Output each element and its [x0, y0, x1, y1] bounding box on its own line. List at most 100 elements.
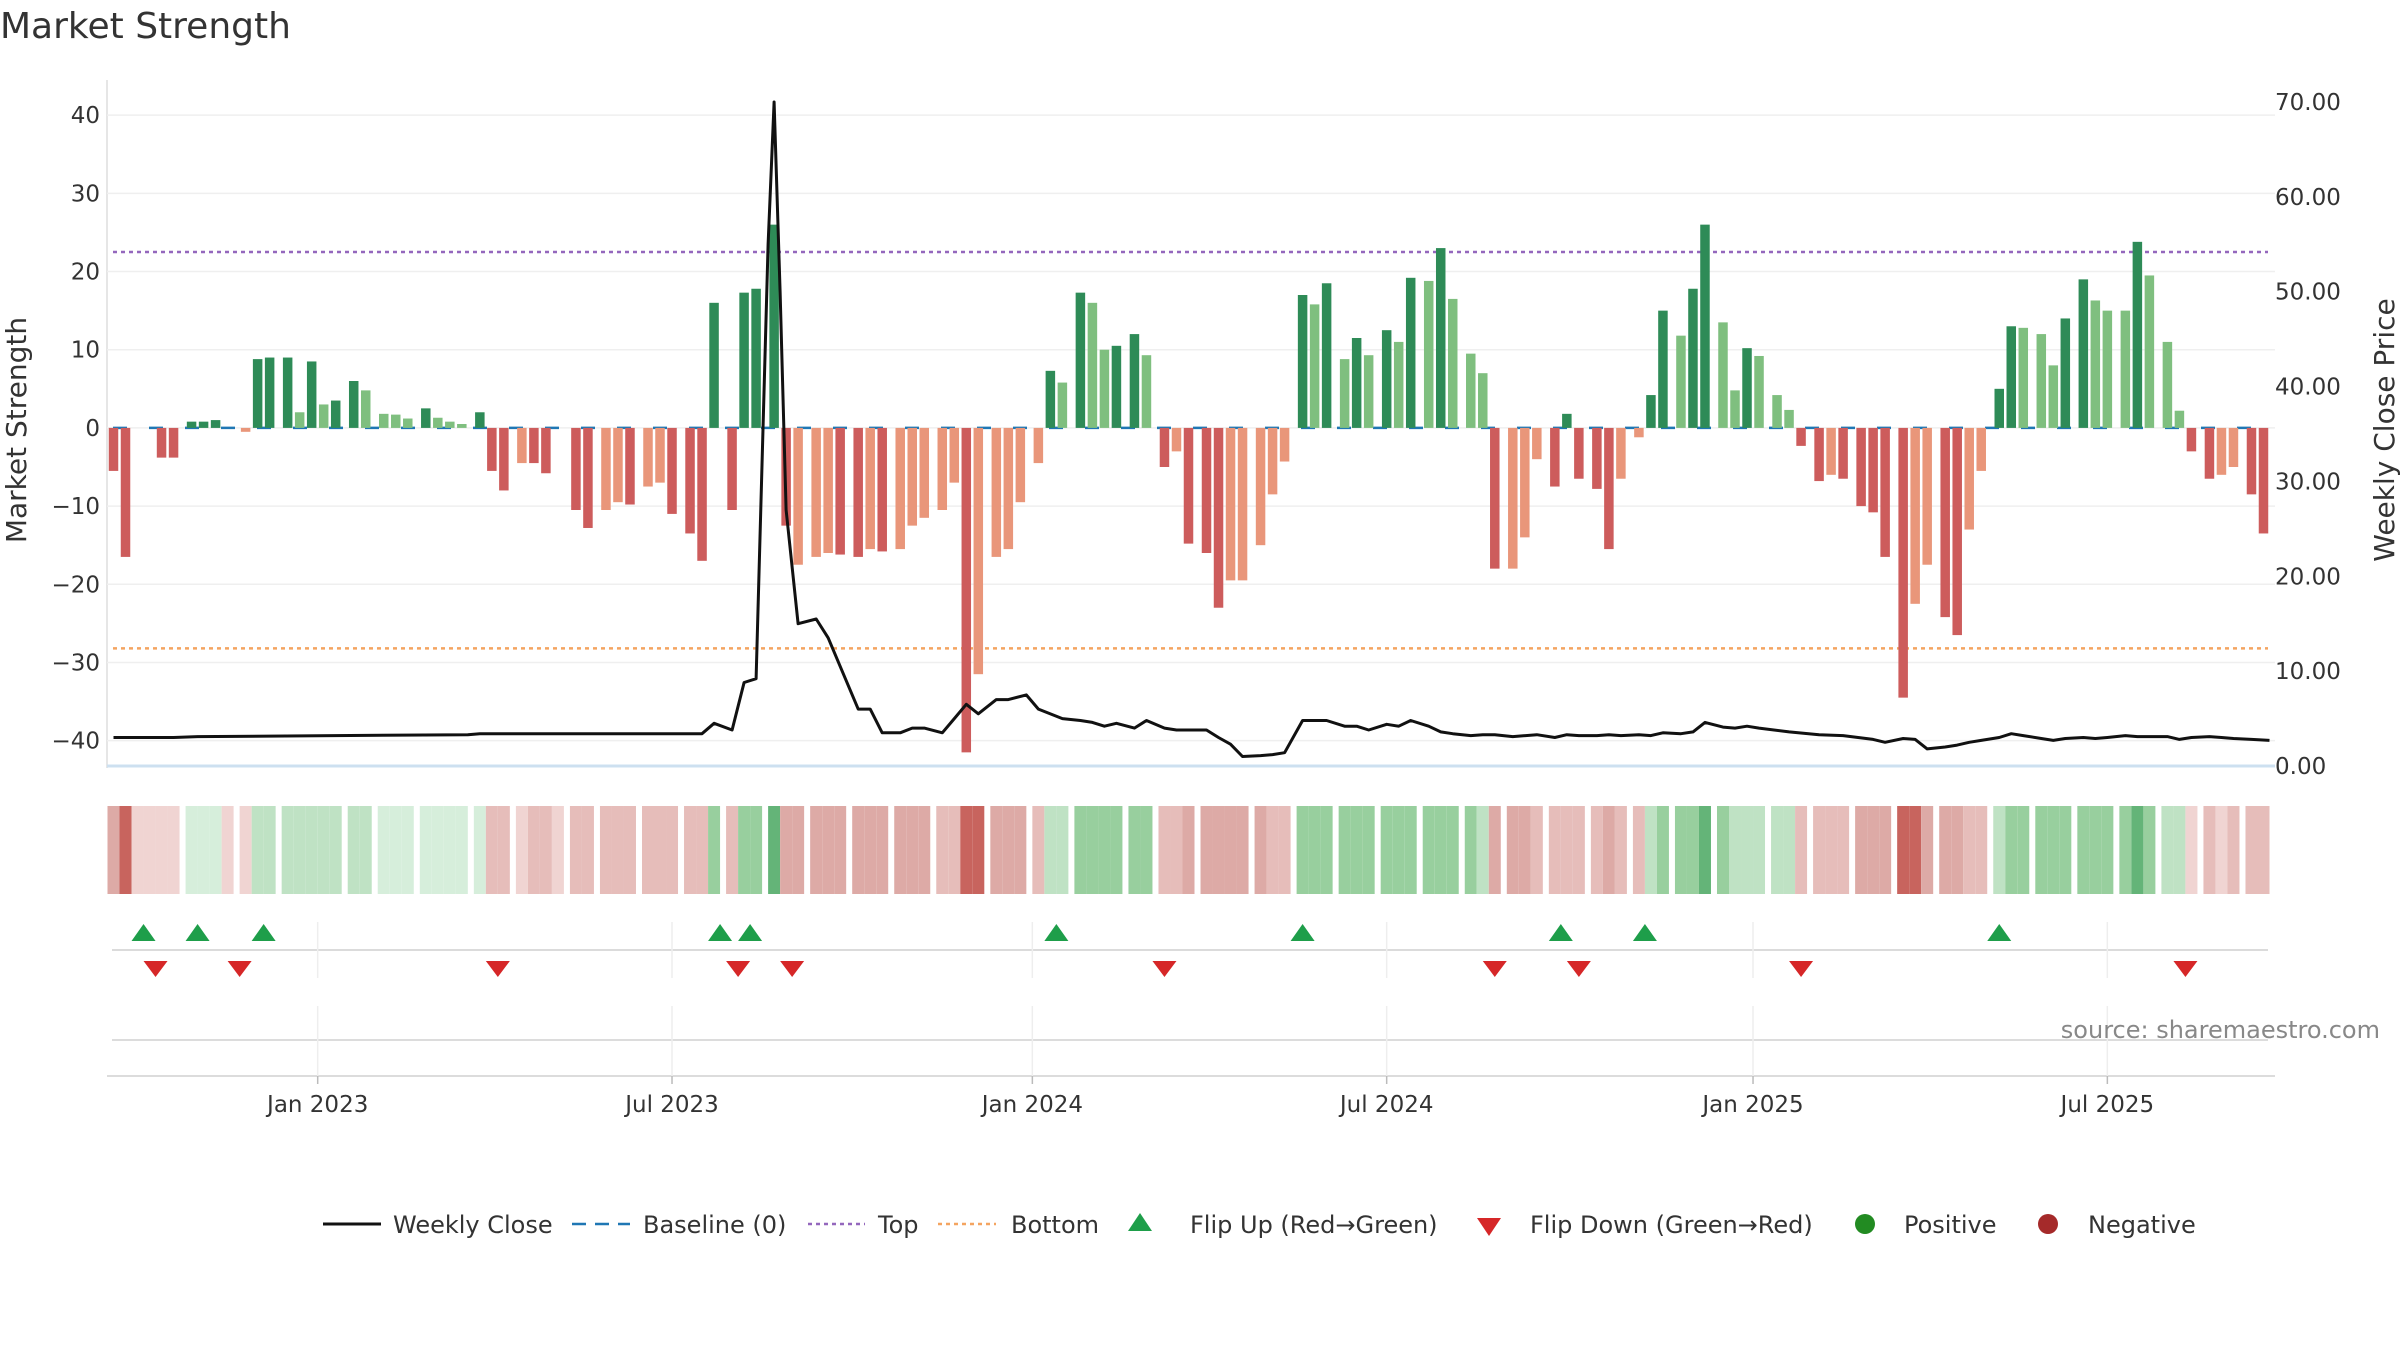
strength-bar [1592, 427, 1602, 489]
regime-band-cell [1464, 806, 1477, 894]
strength-bar [793, 427, 803, 565]
strength-bar [1099, 349, 1110, 428]
y-left-tick-label: −10 [51, 494, 100, 520]
strength-bar [601, 427, 611, 510]
regime-band-cell [906, 806, 919, 894]
regime-band-cell [2077, 806, 2090, 894]
strength-bar [1255, 427, 1266, 546]
regime-band-cell [107, 806, 120, 894]
strength-bar [2174, 410, 2185, 428]
strength-bar [1141, 355, 1152, 428]
strength-bar [210, 420, 221, 428]
flip-up-marker [738, 924, 763, 941]
regime-band-cell [876, 806, 889, 894]
y-left-tick-label: −20 [51, 572, 100, 598]
regime-band-cell [497, 806, 510, 894]
y-right-tick-label: 50.00 [2275, 280, 2341, 306]
regime-band-cell [1110, 806, 1123, 894]
regime-band-cell [852, 806, 865, 894]
regime-band-cell [1002, 806, 1015, 894]
strength-bar [1814, 427, 1824, 482]
regime-band-cell [1518, 806, 1531, 894]
strength-bar [1339, 359, 1350, 428]
regime-band-cell [654, 806, 667, 894]
regime-band-cell [792, 806, 805, 894]
strength-bar [2246, 427, 2257, 495]
regime-band-cell [1236, 806, 1249, 894]
strength-bar [1478, 373, 1488, 428]
strength-bar [865, 427, 875, 550]
regime-band-cell [569, 806, 582, 894]
reference-lines [113, 250, 2268, 650]
x-tick-label: Jul 2023 [623, 1092, 719, 1118]
y-left-tick-label: 40 [71, 103, 100, 129]
strength-bar [487, 427, 497, 471]
regime-band-cell [485, 806, 498, 894]
regime-band-cell [2143, 806, 2156, 894]
strength-bar [348, 381, 359, 428]
regime-band-cell [810, 806, 823, 894]
regime-band-cell [1434, 806, 1447, 894]
strength-bar [1940, 427, 1950, 618]
flip-up-marker [251, 924, 276, 941]
regime-band-cell [1674, 806, 1687, 894]
regime-band-cell [167, 806, 180, 894]
strength-bar [1634, 427, 1644, 438]
x-tick-label: Jan 2023 [265, 1092, 368, 1118]
regime-band-cell [738, 806, 751, 894]
legend-label-top: Top [877, 1211, 919, 1239]
regime-band-cell [1590, 806, 1603, 894]
regime-band-cell [1182, 806, 1195, 894]
regime-band-cell [960, 806, 973, 894]
strength-bar [1381, 330, 1392, 428]
regime-band-cell [2131, 806, 2144, 894]
flip-down-marker [726, 961, 751, 977]
strength-bar [1087, 302, 1098, 428]
y-right-tick-label: 70.00 [2275, 90, 2341, 116]
strength-bar [421, 408, 431, 428]
strength-bar [1393, 341, 1404, 428]
regime-band-cell [2173, 806, 2186, 894]
regime-band-cell [389, 806, 402, 894]
strength-bar [1826, 427, 1836, 475]
flip-up-marker [1632, 924, 1657, 941]
regime-band-cell [1140, 806, 1153, 894]
flip-down-icon [1477, 1218, 1501, 1236]
strength-bar [1423, 280, 1434, 428]
regime-band-cell [1572, 806, 1585, 894]
legend-label-flip-up: Flip Up (Red→Green) [1190, 1211, 1438, 1239]
weekly-close-line [113, 100, 2270, 758]
y-left-tick-label: 20 [71, 260, 100, 286]
regime-band-cell [251, 806, 264, 894]
strength-bar [2078, 279, 2089, 428]
regime-band-cell [1813, 806, 1826, 894]
strength-bar [457, 424, 467, 428]
regime-band-cell [143, 806, 156, 894]
regime-band-cell [1098, 806, 1111, 894]
strength-bar [1045, 370, 1056, 428]
strength-bar [541, 427, 551, 474]
strength-bar [1922, 427, 1932, 565]
regime-band-cell [623, 806, 636, 894]
strength-bar [2102, 310, 2113, 428]
strength-bar [330, 400, 341, 428]
strength-bar [306, 361, 317, 428]
weekly-close-layer [113, 100, 2270, 758]
regime-band-cell [936, 806, 949, 894]
regime-band-cell [1308, 806, 1321, 894]
regime-band-cell [2035, 806, 2048, 894]
strength-bar [895, 427, 905, 550]
strength-bar [1880, 427, 1890, 557]
source-credit: source: sharemaestro.com [2061, 1016, 2380, 1044]
regime-band-cell [2257, 806, 2270, 894]
strength-bar [1213, 427, 1224, 608]
regime-band-cell [2215, 806, 2228, 894]
strength-bar [379, 413, 389, 428]
strength-bar [198, 421, 209, 428]
regime-band-cell [726, 806, 739, 894]
strength-bar [475, 412, 485, 428]
regime-band-cell [1644, 806, 1657, 894]
strength-bar [1730, 390, 1740, 428]
regime-band-cell [1044, 806, 1057, 894]
strength-bar [1796, 427, 1806, 446]
